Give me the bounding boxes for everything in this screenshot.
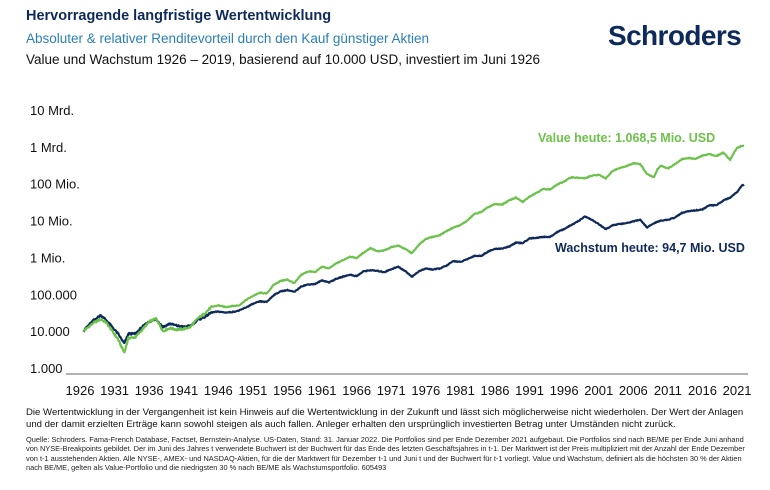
x-tick-label: 1991 bbox=[515, 383, 544, 398]
disclaimer-text: Die Wertentwicklung in der Vergangenheit… bbox=[26, 407, 744, 430]
y-tick-label: 10.000 bbox=[30, 324, 70, 339]
x-tick-label: 1961 bbox=[308, 383, 337, 398]
x-tick-label: 1931 bbox=[100, 383, 129, 398]
x-tick-label: 2011 bbox=[654, 383, 682, 398]
x-tick-label: 1996 bbox=[550, 383, 579, 398]
y-tick-label: 100.000 bbox=[30, 287, 77, 302]
x-tick-label: 2016 bbox=[688, 383, 717, 398]
x-tick-label: 1986 bbox=[481, 383, 510, 398]
y-tick-label: 1 Mio. bbox=[30, 250, 65, 265]
x-tick-label: 2001 bbox=[584, 383, 613, 398]
chart-subtitle: Absoluter & relativer Renditevorteil dur… bbox=[26, 31, 429, 46]
x-tick-label: 1941 bbox=[169, 383, 198, 398]
x-tick-label: 1951 bbox=[238, 383, 267, 398]
x-tick-label: 1981 bbox=[446, 383, 475, 398]
x-tick-label: 1966 bbox=[342, 383, 371, 398]
series-layer bbox=[82, 144, 745, 354]
growth-annotation: Wachstum heute: 94,7 Mio. USD bbox=[555, 241, 745, 255]
x-tick-label: 1946 bbox=[204, 383, 233, 398]
x-tick-label: 2006 bbox=[619, 383, 648, 398]
performance-chart: 10 Mrd. 1 Mrd. 100 Mio. 10 Mio. 1 Mio. 100.00… bbox=[30, 103, 752, 398]
x-tick-label: 1976 bbox=[411, 383, 440, 398]
x-tick-label: 1936 bbox=[135, 383, 164, 398]
x-tick-label: 2021 bbox=[723, 383, 752, 398]
x-tick-label: 1926 bbox=[66, 383, 95, 398]
y-axis: 10 Mrd. 1 Mrd. 100 Mio. 10 Mio. 1 Mio. 100.00… bbox=[30, 103, 80, 376]
chart-title: Hervorragende langfristige Wertentwicklu… bbox=[26, 8, 332, 24]
y-tick-label: 100 Mio. bbox=[30, 177, 80, 192]
y-tick-label: 10 Mrd. bbox=[30, 103, 74, 118]
series-line-wachstum bbox=[82, 183, 745, 345]
y-tick-label: 10 Mio. bbox=[30, 214, 73, 229]
series-line-value bbox=[82, 144, 745, 354]
x-tick-label: 1956 bbox=[273, 383, 302, 398]
value-annotation: Value heute: 1.068,5 Mio. USD bbox=[538, 131, 715, 145]
schroders-logo: Schroders bbox=[608, 20, 742, 51]
source-note: Quelle: Schroders. Fama-French Database,… bbox=[26, 435, 745, 473]
x-axis: 1926 1931 1936 1941 1946 1951 1956 1961 1966 1971… bbox=[66, 373, 752, 398]
chart-description: Value und Wachstum 1926 – 2019, basieren… bbox=[26, 52, 541, 67]
y-tick-label: 1.000 bbox=[30, 361, 63, 376]
x-tick-label: 1971 bbox=[377, 383, 406, 398]
y-tick-label: 1 Mrd. bbox=[30, 140, 67, 155]
annotations: Value heute: 1.068,5 Mio. USD Wachstum he… bbox=[538, 131, 745, 255]
